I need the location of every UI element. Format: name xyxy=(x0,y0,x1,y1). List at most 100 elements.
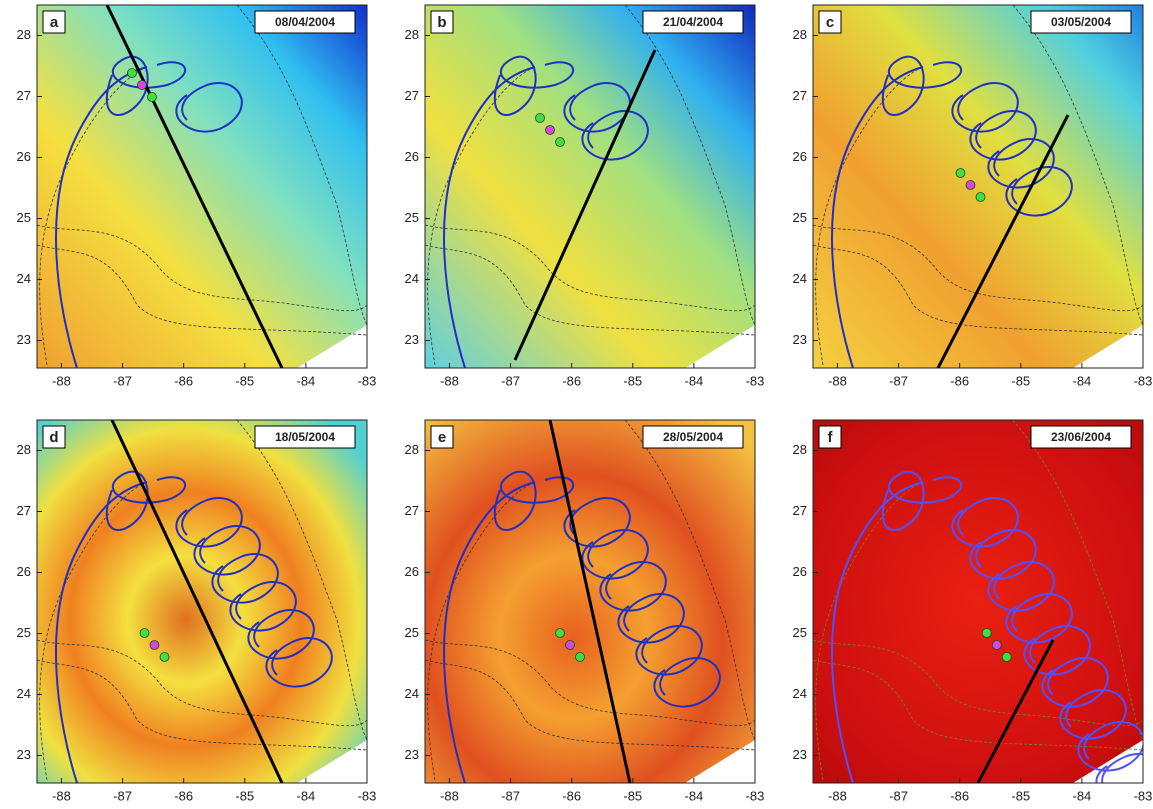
track-marker xyxy=(556,629,565,638)
x-tick-label: -85 xyxy=(1011,788,1030,803)
y-tick-label: 28 xyxy=(17,442,31,457)
x-tick-label: -88 xyxy=(440,788,459,803)
y-tick-label: 27 xyxy=(405,503,419,518)
y-tick-label: 23 xyxy=(405,747,419,762)
x-tick-label: -87 xyxy=(889,788,908,803)
y-tick-label: 27 xyxy=(17,88,31,103)
x-tick-label: -87 xyxy=(889,373,908,388)
track-marker xyxy=(976,193,985,202)
sea-surface-field xyxy=(37,5,367,368)
sea-surface-field xyxy=(425,5,755,368)
x-tick-label: -84 xyxy=(684,373,703,388)
track-marker xyxy=(982,629,991,638)
track-marker xyxy=(966,181,975,190)
y-tick-label: 26 xyxy=(793,149,807,164)
track-marker xyxy=(956,169,965,178)
x-tick-label: -84 xyxy=(296,373,315,388)
panel-date: 18/05/2004 xyxy=(275,430,335,444)
panel-letter: b xyxy=(437,14,446,31)
x-tick-label: -88 xyxy=(828,788,847,803)
panel-date: 21/04/2004 xyxy=(663,15,723,29)
y-tick-label: 24 xyxy=(405,271,419,286)
map-area xyxy=(37,5,367,368)
x-tick-label: -85 xyxy=(623,788,642,803)
track-marker xyxy=(148,93,157,102)
panel-date: 03/05/2004 xyxy=(1051,15,1111,29)
x-tick-label: -86 xyxy=(562,788,581,803)
y-tick-label: 28 xyxy=(17,27,31,42)
x-tick-label: -85 xyxy=(623,373,642,388)
map-area xyxy=(425,420,755,783)
map-panel: d18/05/2004232425262728-88-87-86-85-84-8… xyxy=(17,420,377,803)
x-tick-label: -84 xyxy=(296,788,315,803)
panel-letter: a xyxy=(50,14,59,31)
y-tick-label: 27 xyxy=(793,88,807,103)
y-tick-label: 24 xyxy=(793,686,807,701)
x-tick-label: -85 xyxy=(235,373,254,388)
track-marker xyxy=(992,641,1001,650)
panel-letter: e xyxy=(438,429,446,446)
map-area xyxy=(813,5,1143,368)
x-tick-label: -86 xyxy=(950,788,969,803)
track-marker xyxy=(546,126,555,135)
map-area xyxy=(425,5,755,368)
track-marker xyxy=(138,81,147,90)
x-tick-label: -84 xyxy=(1072,788,1091,803)
track-marker xyxy=(536,114,545,123)
panel-date: 28/05/2004 xyxy=(663,430,723,444)
track-marker xyxy=(576,653,585,662)
y-tick-label: 23 xyxy=(17,332,31,347)
y-tick-label: 26 xyxy=(17,564,31,579)
x-tick-label: -87 xyxy=(113,373,132,388)
x-tick-label: -85 xyxy=(235,788,254,803)
y-tick-label: 23 xyxy=(405,332,419,347)
x-tick-label: -87 xyxy=(113,788,132,803)
x-tick-label: -87 xyxy=(501,788,520,803)
map-area xyxy=(37,420,367,783)
x-tick-label: -85 xyxy=(1011,373,1030,388)
x-tick-label: -88 xyxy=(52,373,71,388)
y-tick-label: 23 xyxy=(17,747,31,762)
y-tick-label: 26 xyxy=(17,149,31,164)
x-tick-label: -88 xyxy=(440,373,459,388)
track-marker xyxy=(556,138,565,147)
x-tick-label: -84 xyxy=(1072,373,1091,388)
y-tick-label: 25 xyxy=(405,210,419,225)
y-tick-label: 26 xyxy=(793,564,807,579)
map-panel: f23/06/2004232425262728-88-87-86-85-84-8… xyxy=(793,420,1153,803)
track-marker xyxy=(150,641,159,650)
y-tick-label: 25 xyxy=(405,625,419,640)
y-tick-label: 24 xyxy=(17,271,31,286)
y-tick-label: 27 xyxy=(405,88,419,103)
panel-date: 23/06/2004 xyxy=(1051,430,1111,444)
panel-date: 08/04/2004 xyxy=(275,15,335,29)
y-tick-label: 23 xyxy=(793,747,807,762)
sea-surface-field xyxy=(813,5,1143,368)
sea-surface-field xyxy=(813,420,1143,783)
y-tick-label: 27 xyxy=(17,503,31,518)
track-marker xyxy=(160,653,169,662)
y-tick-label: 25 xyxy=(17,210,31,225)
figure: a 08/04/2004 23 24 25 26 27 28 -88 -87 -86 -85 -84 -8… xyxy=(0,0,1153,809)
panel-letter: d xyxy=(49,429,58,446)
x-tick-label: -83 xyxy=(358,373,377,388)
x-tick-label: -88 xyxy=(52,788,71,803)
x-tick-label: -83 xyxy=(1134,788,1153,803)
y-tick-label: 23 xyxy=(793,332,807,347)
track-marker xyxy=(140,629,149,638)
x-tick-label: -87 xyxy=(501,373,520,388)
y-tick-label: 28 xyxy=(405,27,419,42)
y-tick-label: 26 xyxy=(405,564,419,579)
x-tick-label: -83 xyxy=(746,373,765,388)
y-tick-label: 24 xyxy=(793,271,807,286)
y-tick-label: 24 xyxy=(405,686,419,701)
x-tick-label: -86 xyxy=(950,373,969,388)
x-tick-label: -83 xyxy=(746,788,765,803)
sea-surface-field xyxy=(37,420,367,783)
y-tick-label: 25 xyxy=(793,210,807,225)
panel-letter: c xyxy=(826,14,834,31)
x-tick-label: -86 xyxy=(174,788,193,803)
